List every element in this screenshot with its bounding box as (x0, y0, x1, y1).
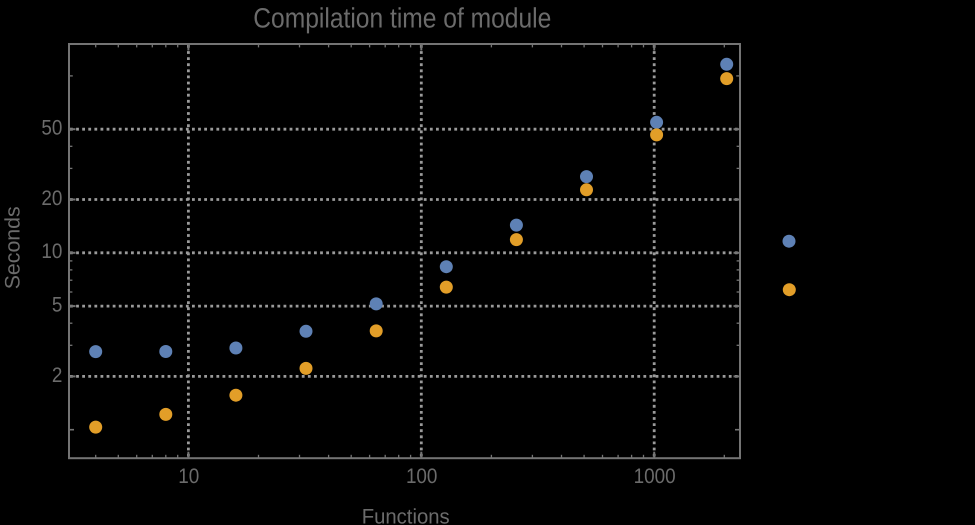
svg-text:10: 10 (178, 465, 199, 488)
svg-text:5: 5 (52, 294, 63, 317)
svg-text:1000: 1000 (634, 465, 676, 488)
svg-text:Functions: Functions (362, 505, 450, 525)
svg-text:Compilation time of module: Compilation time of module (253, 3, 551, 34)
svg-text:10: 10 (41, 240, 62, 263)
svg-text:50: 50 (41, 117, 62, 140)
svg-text:100: 100 (406, 465, 438, 488)
svg-text:Seconds: Seconds (2, 206, 25, 289)
svg-text:2: 2 (52, 364, 63, 387)
svg-text:20: 20 (41, 187, 62, 210)
